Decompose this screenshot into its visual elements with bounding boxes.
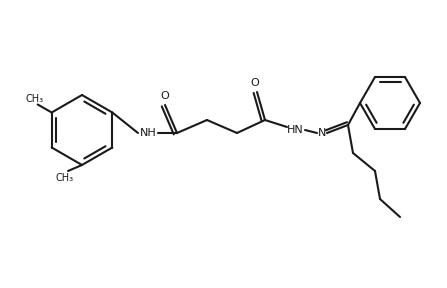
Text: CH₃: CH₃ [25, 94, 44, 103]
Text: O: O [160, 91, 169, 101]
Text: NH: NH [139, 128, 156, 138]
Text: O: O [251, 78, 259, 88]
Text: HN: HN [287, 125, 304, 135]
Text: N: N [318, 128, 326, 138]
Text: CH₃: CH₃ [56, 173, 74, 183]
